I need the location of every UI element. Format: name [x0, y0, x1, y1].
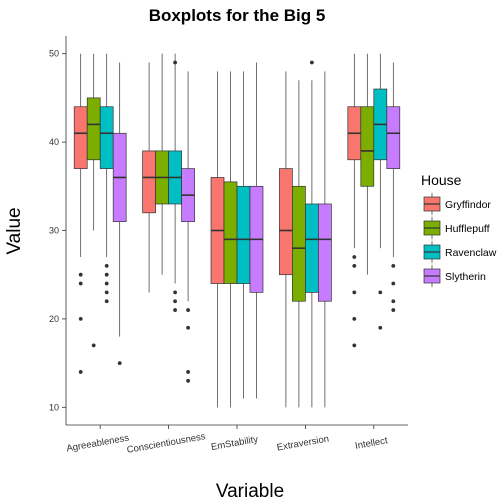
- plot-area: [73, 53, 401, 408]
- outlier-point: [104, 263, 109, 268]
- outlier-point: [352, 263, 357, 268]
- box-slytherin-agreeableness: [112, 62, 127, 366]
- outlier-point: [173, 60, 177, 65]
- legend-item-slytherin: Slytherin: [423, 265, 486, 287]
- outlier-point: [186, 378, 190, 383]
- legend-label: Hufflepuff: [445, 223, 490, 235]
- iqr-box: [142, 150, 156, 214]
- y-tick-label: 30: [49, 226, 59, 236]
- box-ravenclaw-agreeableness: [99, 53, 114, 304]
- outlier-point: [391, 308, 396, 312]
- x-tick-label: Agreeableness: [66, 433, 131, 455]
- outlier-point: [378, 290, 383, 295]
- outlier-point: [378, 325, 383, 330]
- box-hufflepuff-emstability: [223, 71, 238, 408]
- outlier-point: [352, 317, 357, 321]
- box-ravenclaw-extraversion: [305, 60, 319, 408]
- iqr-box: [318, 203, 332, 302]
- box-ravenclaw-conscientiousness: [168, 53, 182, 312]
- box-ravenclaw-intellect: [373, 53, 388, 330]
- iqr-box: [292, 185, 306, 302]
- x-tick-label: EmStability: [210, 434, 259, 453]
- outlier-point: [186, 370, 190, 374]
- legend-item-ravenclaw: Ravenclaw: [423, 241, 497, 263]
- y-tick-label: 50: [49, 49, 59, 59]
- box-gryffindor-emstability: [210, 71, 225, 408]
- outlier-point: [173, 299, 177, 304]
- y-axis-title: Value: [4, 207, 25, 254]
- legend-item-hufflepuff: Hufflepuff: [423, 217, 490, 239]
- iqr-box: [99, 106, 114, 169]
- outlier-point: [391, 263, 396, 268]
- box-hufflepuff-extraversion: [292, 80, 306, 408]
- outlier-point: [186, 325, 190, 330]
- box-slytherin-conscientiousness: [181, 71, 195, 383]
- iqr-box: [223, 181, 238, 284]
- outlier-point: [117, 361, 122, 366]
- iqr-box: [386, 106, 401, 169]
- box-gryffindor-conscientiousness: [142, 62, 156, 293]
- outlier-point: [352, 255, 357, 259]
- box-hufflepuff-intellect: [360, 53, 375, 275]
- outlier-point: [186, 308, 190, 312]
- box-hufflepuff-agreeableness: [86, 53, 101, 348]
- iqr-box: [73, 106, 88, 169]
- box-ravenclaw-emstability: [236, 71, 251, 399]
- outlier-point: [391, 299, 396, 304]
- box-slytherin-intellect: [386, 62, 401, 312]
- outlier-point: [309, 60, 314, 65]
- legend: House Gryffindor Hufflepuff Ravenclaw Slyth…: [421, 172, 497, 287]
- outlier-point: [104, 272, 109, 277]
- x-tick-label: Conscientiousness: [126, 431, 207, 456]
- y-tick-label: 20: [49, 314, 59, 324]
- chart-title: Boxplots for the Big 5: [149, 6, 326, 25]
- outlier-point: [352, 290, 357, 295]
- iqr-box: [86, 97, 101, 161]
- x-tick-label: Intellect: [354, 435, 389, 452]
- box-slytherin-emstability: [249, 62, 264, 399]
- outlier-point: [91, 343, 96, 348]
- outlier-point: [173, 290, 177, 295]
- iqr-box: [360, 106, 375, 187]
- legend-label: Ravenclaw: [445, 247, 497, 259]
- outlier-point: [104, 299, 109, 304]
- box-gryffindor-extraversion: [279, 71, 293, 408]
- y-axis: 10 20 30 40 50: [49, 36, 67, 425]
- y-tick-label: 10: [49, 402, 59, 412]
- outlier-point: [352, 343, 357, 348]
- box-gryffindor-intellect: [347, 53, 362, 348]
- iqr-box: [305, 203, 319, 293]
- legend-item-gryffindor: Gryffindor: [423, 193, 491, 215]
- outlier-point: [173, 308, 177, 312]
- box-slytherin-extraversion: [318, 71, 332, 408]
- outlier-point: [391, 281, 396, 286]
- legend-label: Slytherin: [445, 271, 486, 283]
- outlier-point: [104, 290, 109, 295]
- outlier-point: [104, 281, 109, 286]
- outlier-point: [78, 317, 83, 321]
- x-axis-title: Variable: [216, 481, 284, 502]
- legend-label: Gryffindor: [445, 199, 491, 211]
- box-gryffindor-agreeableness: [73, 53, 88, 374]
- outlier-point: [78, 370, 83, 374]
- outlier-point: [78, 272, 83, 277]
- y-tick-label: 40: [49, 137, 59, 147]
- iqr-box: [236, 185, 251, 284]
- outlier-point: [78, 281, 83, 286]
- legend-title: House: [421, 172, 462, 188]
- iqr-box: [279, 168, 293, 276]
- x-tick-label: Extraversion: [276, 434, 330, 454]
- box-hufflepuff-conscientiousness: [155, 53, 169, 275]
